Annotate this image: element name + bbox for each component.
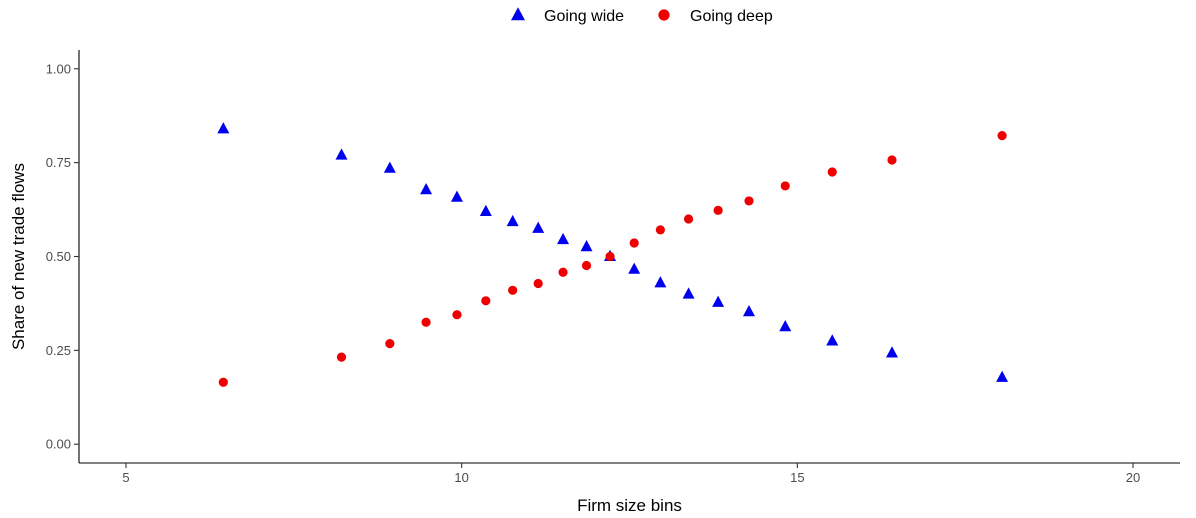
going-wide-point xyxy=(580,240,593,252)
x-tick-label: 5 xyxy=(122,470,129,485)
going-deep-point xyxy=(655,225,665,235)
legend-label-going-deep: Going deep xyxy=(690,8,773,25)
going-deep-point xyxy=(605,251,615,262)
data-points xyxy=(217,122,1009,387)
y-axis-ticks: 0.00 0.25 0.50 0.75 1.00 xyxy=(46,61,79,452)
going-wide-point xyxy=(742,304,755,317)
going-wide-point xyxy=(532,221,545,233)
going-wide-point xyxy=(885,346,898,358)
going-wide-point xyxy=(420,182,433,195)
going-deep-point xyxy=(581,260,592,271)
going-wide-point xyxy=(654,276,667,288)
going-wide-point xyxy=(557,232,570,245)
going-deep-point xyxy=(452,310,462,320)
y-tick-label: 0.50 xyxy=(46,249,71,264)
going-wide-point xyxy=(335,148,348,160)
going-wide-point xyxy=(628,262,641,274)
going-wide-point xyxy=(712,295,725,307)
going-wide-point xyxy=(479,204,492,216)
going-deep-point xyxy=(683,214,694,224)
going-deep-point xyxy=(558,267,568,277)
going-deep-point xyxy=(336,352,347,362)
going-deep-point xyxy=(385,339,395,349)
y-tick-label: 0.00 xyxy=(46,437,71,452)
going-deep-point xyxy=(481,296,491,306)
going-wide-point xyxy=(383,161,396,173)
going-deep-point xyxy=(997,131,1007,141)
going-wide-point xyxy=(996,370,1009,382)
x-tick-label: 20 xyxy=(1126,470,1140,485)
x-tick-label: 15 xyxy=(790,470,804,485)
y-axis-title: Share of new trade flows xyxy=(9,163,28,350)
x-axis-ticks: 5 10 15 20 xyxy=(122,463,1140,485)
going-wide-point xyxy=(506,214,519,227)
going-deep-point xyxy=(508,285,518,295)
legend-label-going-wide: Going wide xyxy=(544,8,624,25)
going-wide-point xyxy=(682,287,695,299)
legend-marker-going-wide xyxy=(511,7,525,21)
going-deep-point xyxy=(533,278,543,289)
going-wide-point xyxy=(826,334,839,346)
legend-marker-going-deep xyxy=(658,9,670,21)
x-axis-title: Firm size bins xyxy=(577,496,682,515)
x-tick-label: 10 xyxy=(454,470,468,485)
going-deep-point xyxy=(218,377,228,387)
going-deep-point xyxy=(629,238,639,248)
going-deep-point xyxy=(421,317,431,327)
legend: Going wide Going deep xyxy=(511,7,773,25)
going-wide-point xyxy=(217,122,230,134)
y-tick-label: 0.25 xyxy=(46,343,71,358)
going-wide-point xyxy=(779,320,792,332)
going-wide-point xyxy=(450,190,463,202)
going-deep-point xyxy=(887,155,897,165)
going-deep-point xyxy=(713,205,723,215)
going-deep-point xyxy=(744,196,754,206)
y-tick-label: 0.75 xyxy=(46,155,71,170)
going-deep-point xyxy=(827,167,837,177)
going-deep-point xyxy=(780,181,790,191)
y-tick-label: 1.00 xyxy=(46,61,71,76)
